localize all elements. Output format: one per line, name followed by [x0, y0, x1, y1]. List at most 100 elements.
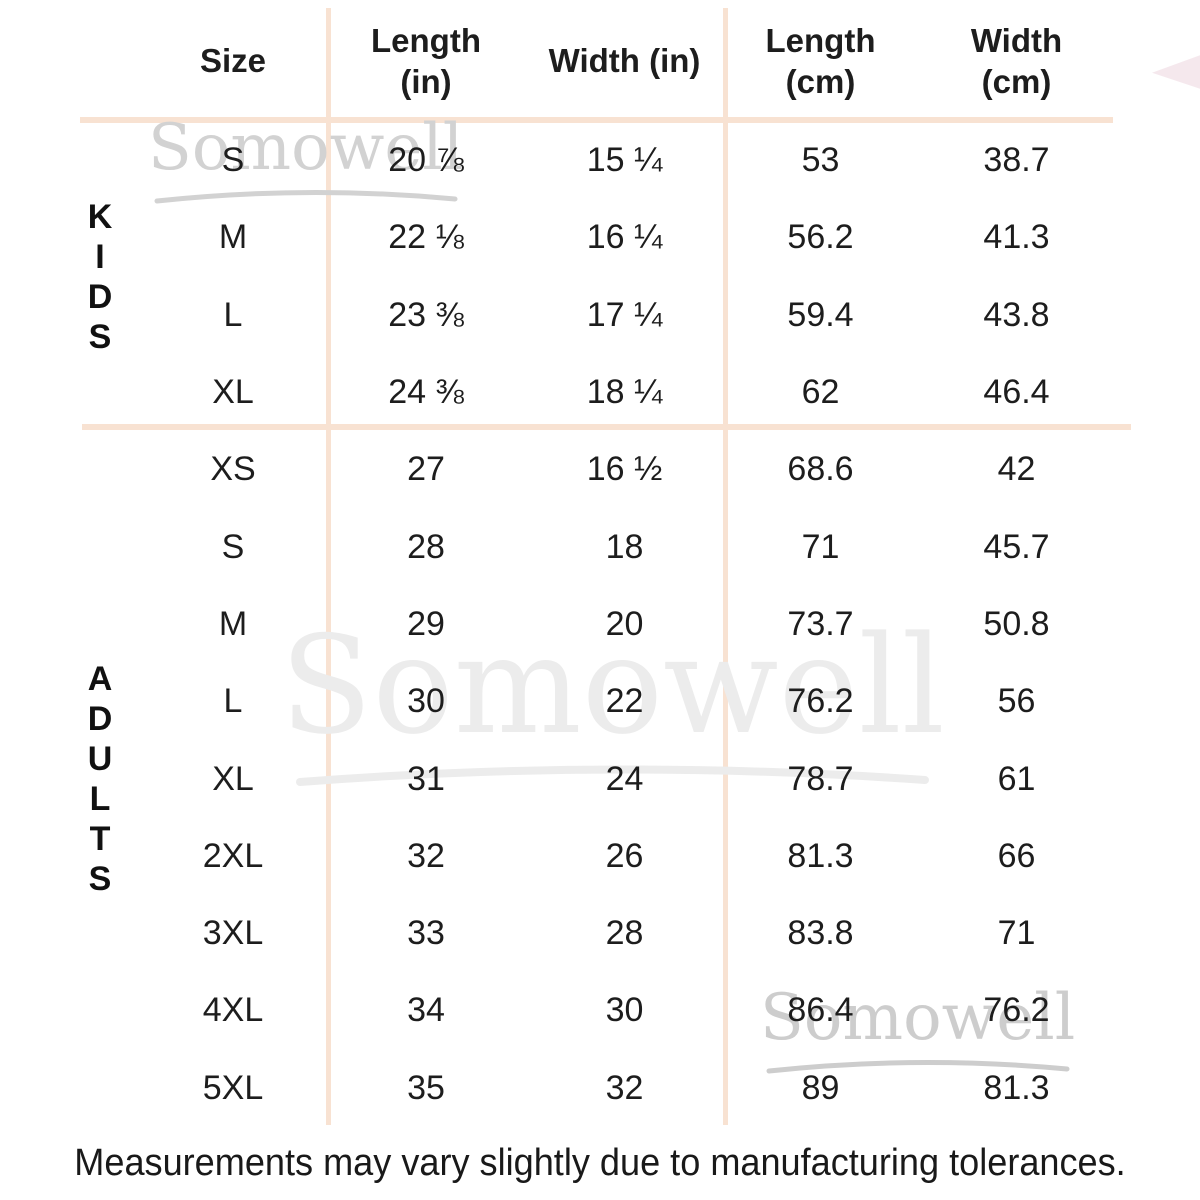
- cell-size: 3XL: [202, 914, 264, 953]
- col-header-width-in-line1: Width (in): [548, 42, 701, 80]
- table-row-kids-xl: XL 24 ⅜ 18 ¼ 62 46.4: [60, 354, 1115, 431]
- cell-width-cm: 43.8: [983, 295, 1050, 334]
- cell-width-cm: 56: [997, 682, 1036, 721]
- cell-length-in: 30: [407, 682, 445, 721]
- cell-size: 4XL: [202, 991, 264, 1030]
- cell-size: XL: [212, 373, 254, 412]
- cell-length-cm: 71: [801, 527, 840, 566]
- column-divider-left: [326, 8, 331, 1125]
- table-row-adults-m: M 29 20 73.7 50.8: [60, 586, 1115, 663]
- cell-width-in: 17 ¼: [586, 295, 663, 334]
- cell-length-in: 31: [407, 759, 445, 798]
- col-header-length-in: Length (in): [326, 20, 526, 103]
- cell-width-in: 28: [605, 914, 644, 953]
- col-header-length-cm-line1: Length: [765, 21, 876, 59]
- header-divider-line: [80, 117, 1113, 123]
- cell-length-cm: 59.4: [787, 295, 854, 334]
- cell-width-in: 16 ½: [586, 450, 663, 489]
- cell-width-cm: 76.2: [983, 991, 1050, 1030]
- cell-width-cm: 46.4: [983, 373, 1050, 412]
- cell-length-in: 22 ⅛: [388, 218, 464, 257]
- cell-length-in: 24 ⅜: [388, 373, 464, 412]
- cell-length-cm: 78.7: [787, 759, 854, 798]
- cell-width-in: 20: [605, 604, 644, 643]
- cell-length-in: 32: [407, 836, 445, 875]
- table-row-adults-s: S 28 18 71 45.7: [60, 508, 1115, 585]
- cell-size: S: [221, 527, 245, 566]
- footer-note: Measurements may vary slightly due to ma…: [74, 1142, 1126, 1184]
- col-header-length-cm: Length (cm): [723, 20, 918, 103]
- cell-length-cm: 76.2: [787, 682, 854, 721]
- corner-accent: [1152, 55, 1200, 89]
- column-divider-right: [723, 8, 728, 1125]
- table-row-kids-m: M 22 ⅛ 16 ¼ 56.2 41.3: [60, 199, 1115, 276]
- cell-length-in: 20 ⅞: [388, 141, 464, 180]
- cell-length-in: 35: [407, 1068, 445, 1107]
- cell-width-cm: 45.7: [983, 527, 1050, 566]
- cell-width-in: 22: [605, 682, 644, 721]
- cell-width-in: 18: [605, 527, 644, 566]
- cell-width-in: 15 ¼: [586, 141, 663, 180]
- table-row-adults-5xl: 5XL 35 32 89 81.3: [60, 1050, 1115, 1127]
- header-row: Size Length (in) Width (in) Length (cm) Wi…: [60, 0, 1115, 122]
- cell-width-cm: 42: [997, 450, 1036, 489]
- table-row-adults-l: L 30 22 76.2 56: [60, 663, 1115, 740]
- cell-length-cm: 89: [801, 1068, 840, 1107]
- col-header-width-cm-line1: Width: [970, 21, 1063, 59]
- cell-length-cm: 73.7: [787, 604, 854, 643]
- cell-width-cm: 66: [997, 836, 1036, 875]
- col-header-width-cm-line2: (cm): [981, 63, 1052, 100]
- table-row-adults-4xl: 4XL 34 30 86.4 76.2: [60, 972, 1115, 1049]
- cell-length-cm: 56.2: [787, 218, 854, 257]
- cell-width-in: 30: [605, 991, 644, 1030]
- cell-size: 2XL: [202, 836, 264, 875]
- cell-width-cm: 50.8: [983, 604, 1050, 643]
- table-row-adults-3xl: 3XL 33 28 83.8 71: [60, 895, 1115, 972]
- cell-size: M: [218, 604, 248, 643]
- col-header-size: Size: [140, 40, 326, 81]
- table-row-adults-2xl: 2XL 32 26 81.3 66: [60, 818, 1115, 895]
- cell-size: M: [218, 218, 248, 257]
- cell-width-in: 24: [605, 759, 644, 798]
- kids-adults-divider-line: [82, 424, 1131, 430]
- cell-length-cm: 81.3: [787, 836, 854, 875]
- cell-size: S: [221, 141, 245, 180]
- cell-size: XS: [210, 450, 256, 489]
- cell-length-cm: 62: [801, 373, 840, 412]
- table-row-adults-xs: XS 27 16 ½ 68.6 42: [60, 431, 1115, 508]
- cell-width-cm: 38.7: [983, 141, 1050, 180]
- table-row-kids-l: L 23 ⅜ 17 ¼ 59.4 43.8: [60, 277, 1115, 354]
- col-header-size-line1: Size: [199, 42, 267, 80]
- cell-length-in: 29: [407, 604, 445, 643]
- table-row-adults-xl: XL 31 24 78.7 61: [60, 740, 1115, 817]
- cell-size: XL: [212, 759, 254, 798]
- cell-length-cm: 86.4: [787, 991, 854, 1030]
- cell-size: L: [223, 682, 243, 721]
- col-header-width-in: Width (in): [526, 40, 723, 81]
- cell-width-cm: 61: [997, 759, 1036, 798]
- table-row-kids-s: S 20 ⅞ 15 ¼ 53 38.7: [60, 122, 1115, 199]
- cell-length-cm: 53: [801, 141, 840, 180]
- cell-size: L: [223, 295, 243, 334]
- size-table: Size Length (in) Width (in) Length (cm) Wi…: [60, 0, 1115, 1127]
- col-header-width-cm: Width (cm): [918, 20, 1115, 103]
- cell-width-cm: 71: [997, 914, 1036, 953]
- cell-length-in: 34: [407, 991, 445, 1030]
- cell-length-in: 23 ⅜: [388, 295, 464, 334]
- cell-length-in: 28: [407, 527, 445, 566]
- col-header-length-in-line2: (in): [400, 63, 452, 100]
- cell-width-in: 16 ¼: [586, 218, 663, 257]
- cell-width-in: 26: [605, 836, 644, 875]
- col-header-length-in-line1: Length: [371, 21, 481, 59]
- col-header-length-cm-line2: (cm): [785, 63, 856, 100]
- cell-width-cm: 81.3: [983, 1068, 1050, 1107]
- cell-length-in: 27: [407, 450, 445, 489]
- cell-length-in: 33: [407, 914, 445, 953]
- cell-size: 5XL: [202, 1068, 264, 1107]
- cell-width-in: 32: [605, 1068, 644, 1107]
